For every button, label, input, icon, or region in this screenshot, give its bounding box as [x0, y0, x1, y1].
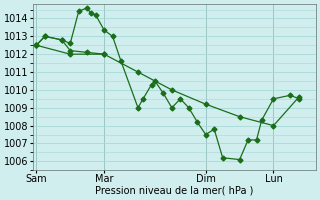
- X-axis label: Pression niveau de la mer( hPa ): Pression niveau de la mer( hPa ): [95, 186, 253, 196]
